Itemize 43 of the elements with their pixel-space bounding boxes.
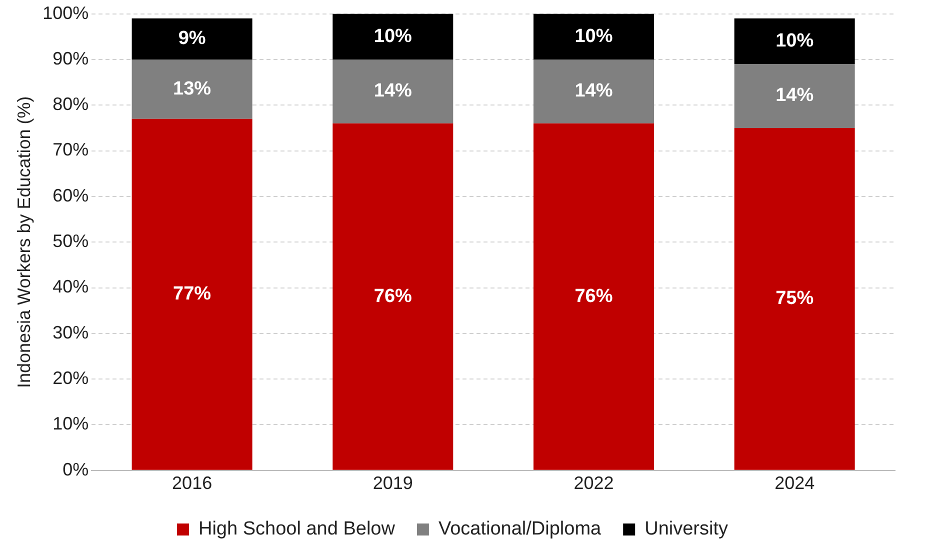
y-tick-label: 0% (62, 459, 89, 480)
data-label: 10% (374, 26, 412, 47)
data-label: 10% (776, 30, 814, 52)
y-tick-label: 70% (52, 140, 89, 160)
y-tick-label: 60% (52, 185, 89, 206)
y-tick-label: 30% (52, 322, 89, 342)
data-label: 75% (776, 288, 814, 310)
bar (734, 64, 855, 128)
data-label: 13% (173, 78, 212, 100)
bar (734, 18, 855, 64)
bar (533, 123, 654, 470)
bar (332, 14, 454, 60)
y-tick-label: 100% (42, 2, 89, 23)
bar (533, 59, 654, 124)
data-label: 14% (574, 80, 613, 102)
bar (132, 118, 252, 470)
y-tick-label: 50% (52, 231, 89, 252)
data-label: 14% (374, 80, 412, 102)
data-label: 76% (574, 286, 613, 307)
data-label: 76% (374, 286, 412, 307)
x-tick-label: 2019 (372, 473, 413, 494)
y-tick-label: 40% (52, 276, 89, 297)
legend-label: University (644, 518, 729, 540)
y-tick-label: 80% (52, 94, 89, 114)
data-label: 77% (173, 284, 212, 305)
data-label: 10% (574, 26, 613, 47)
y-tick-label: 20% (52, 368, 89, 388)
data-label: 14% (776, 85, 814, 106)
data-label: 9% (178, 28, 206, 50)
bar (734, 128, 855, 470)
y-tick-label: 90% (52, 48, 89, 68)
bar (533, 14, 654, 60)
bar (332, 59, 454, 124)
bar (132, 59, 252, 119)
legend-label: High School and Below (198, 518, 396, 540)
y-tick-label: 10% (52, 414, 89, 434)
y-axis-title: Indonesia Workers by Education (%) (14, 96, 34, 388)
x-tick-label: 2024 (774, 473, 815, 494)
legend-label: Vocational/Diploma (438, 518, 602, 540)
x-tick-label: 2022 (574, 473, 614, 494)
bar (332, 123, 454, 470)
bar (132, 18, 252, 60)
x-tick-label: 2016 (172, 473, 212, 494)
